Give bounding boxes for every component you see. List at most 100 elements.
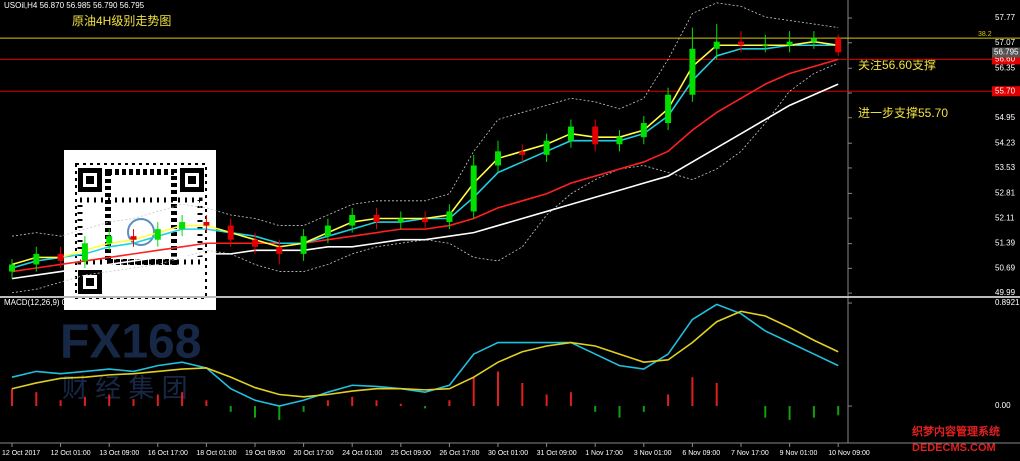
x-tick-label: 30 Oct 01:00 <box>488 450 528 457</box>
macd-bar <box>375 400 378 407</box>
candle-body <box>446 211 453 223</box>
y-tick-label: 50.69 <box>995 263 1016 272</box>
y-tick-label: 0.8921 <box>995 298 1020 307</box>
candle-body <box>738 41 744 46</box>
macd-bar <box>594 406 597 412</box>
y-tick-label: 57.07 <box>995 38 1016 47</box>
candle-body <box>592 126 599 145</box>
macd-bar <box>278 406 281 420</box>
macd-bar <box>569 392 572 407</box>
annotation: 关注56.60支撑 <box>858 57 936 72</box>
last-price: 56.795 <box>994 48 1019 57</box>
macd-bar <box>691 377 694 407</box>
candle-body <box>203 222 210 226</box>
macd-bar <box>302 406 305 412</box>
price-box-label: 55.70 <box>995 86 1016 95</box>
y-tick-label: 51.39 <box>995 239 1016 248</box>
macd-bar <box>618 406 621 418</box>
candle-body <box>810 38 817 42</box>
candle-body <box>640 123 647 138</box>
macd-title: MACD(12,26,9) 0.23 <box>4 298 78 307</box>
macd-bar <box>108 394 111 407</box>
x-tick-label: 20 Oct 17:00 <box>294 450 334 457</box>
candle-body <box>106 236 113 244</box>
chart-header: USOil,H4 56.870 56.985 56.790 56.795 <box>4 1 145 10</box>
candle-body <box>227 225 234 240</box>
x-tick-label: 10 Nov 09:00 <box>828 450 870 457</box>
macd-bar <box>715 382 718 407</box>
macd-bar <box>642 406 645 412</box>
candle-body <box>349 214 356 226</box>
y-tick-label: 52.11 <box>995 213 1015 222</box>
site-mark-sub: DEDECMS.COM <box>912 442 996 454</box>
candle-body <box>57 253 64 261</box>
chart-title: 原油4H级别走势图 <box>72 14 171 28</box>
candle-body <box>470 165 477 212</box>
x-tick-label: 1 Nov 17:00 <box>585 450 623 457</box>
macd-bar <box>254 406 256 418</box>
x-tick-label: 24 Oct 01:00 <box>342 450 382 457</box>
y-tick-label: 53.53 <box>995 163 1016 172</box>
candle-body <box>519 151 526 155</box>
price-box <box>992 86 1020 97</box>
candle-body <box>300 236 307 254</box>
indicator-line <box>11 2 839 237</box>
macd-bar <box>229 406 232 412</box>
candle-body <box>130 236 137 240</box>
indicator-line <box>11 303 839 407</box>
candle-body <box>397 218 404 223</box>
macd-bar <box>132 399 135 407</box>
macd-bar <box>59 400 62 407</box>
macd-bar <box>205 400 208 407</box>
candle-body <box>786 41 793 46</box>
x-tick-label: 26 Oct 17:00 <box>439 450 479 457</box>
candle-body <box>324 225 331 237</box>
macd-bar <box>326 400 329 407</box>
candle-body <box>154 229 161 240</box>
macd-bar <box>837 406 840 416</box>
x-tick-label: 13 Oct 09:00 <box>99 450 139 457</box>
macd-bar <box>448 400 451 407</box>
y-tick-label: 56.35 <box>995 63 1016 72</box>
y-tick-label: 49.99 <box>995 288 1016 297</box>
macd-bar <box>545 394 548 407</box>
candle-body <box>252 239 258 247</box>
macd-bar <box>667 394 670 407</box>
x-tick-label: 19 Oct 09:00 <box>245 450 285 457</box>
x-tick-label: 18 Oct 01:00 <box>196 450 236 457</box>
candle-body <box>33 253 40 265</box>
x-tick-label: 16 Oct 17:00 <box>148 450 188 457</box>
candle-body <box>762 45 769 47</box>
candle-body <box>713 41 720 49</box>
macd-bar <box>497 371 499 407</box>
x-tick-label: 7 Nov 17:00 <box>731 450 769 457</box>
x-tick-label: 9 Nov 01:00 <box>780 450 818 457</box>
candle-body <box>495 151 501 166</box>
macd-bar <box>399 403 402 407</box>
macd-bar <box>35 392 38 407</box>
candle-body <box>81 243 88 261</box>
annotation: 进一步支撑55.70 <box>858 105 948 120</box>
qr-code <box>64 150 216 310</box>
candle-body <box>543 140 550 155</box>
candle-body <box>179 222 186 230</box>
macd-bar <box>156 394 159 407</box>
watermark: FX168 财 经 集 团 <box>60 316 201 403</box>
macd-bar <box>11 388 13 407</box>
macd-bar <box>181 392 184 407</box>
macd-bar <box>764 406 767 418</box>
macd-bar <box>351 396 354 407</box>
indicator-line <box>11 83 839 280</box>
candle-body <box>9 264 15 272</box>
y-tick-label: 57.77 <box>995 13 1016 22</box>
x-tick-label: 25 Oct 09:00 <box>391 450 431 457</box>
x-tick-label: 12 Oct 01:00 <box>51 450 91 457</box>
x-tick-label: 31 Oct 09:00 <box>537 450 577 457</box>
candle-body <box>616 137 623 145</box>
y-tick-label: 52.81 <box>995 189 1016 198</box>
macd-bar <box>424 406 427 409</box>
y-tick-label: 54.95 <box>995 113 1016 122</box>
macd-bar <box>83 396 86 407</box>
candle-body <box>373 214 380 223</box>
macd-bar <box>788 406 791 420</box>
